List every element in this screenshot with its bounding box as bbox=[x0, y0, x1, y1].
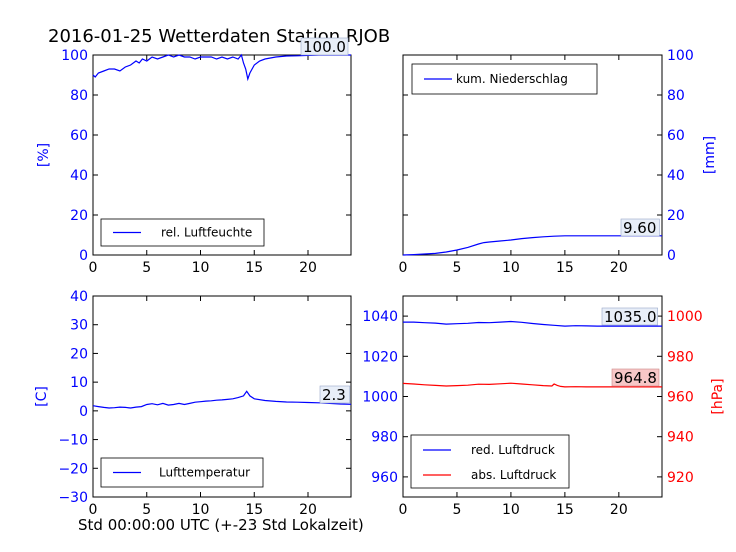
legend-label: kum. Niederschlag bbox=[456, 72, 568, 86]
y-tick-label: −20 bbox=[58, 461, 88, 477]
chart-panel-pressure: 0 5 10 15 20 960 980 1000 1020 1040 920 940 960 980 10… bbox=[362, 295, 726, 518]
y-right-tick-label: 1000 bbox=[667, 309, 703, 325]
y-tick-label: 30 bbox=[70, 318, 88, 334]
y-axis-label: [C] bbox=[34, 386, 50, 407]
y-tick-label: 10 bbox=[70, 375, 88, 391]
y-right-tick-label: 960 bbox=[667, 390, 694, 406]
y-tick-label: 80 bbox=[70, 88, 88, 104]
end-value-label: 100.0 bbox=[303, 38, 346, 56]
y-right-tick-label: 980 bbox=[667, 349, 694, 365]
end-value-label: 9.60 bbox=[623, 219, 656, 237]
y-tick-label: 1040 bbox=[362, 309, 398, 325]
y-tick-label: 60 bbox=[667, 128, 685, 144]
value-box bbox=[601, 307, 658, 326]
legend-label: rel. Luftfeuchte bbox=[161, 226, 252, 240]
y-tick-label: 980 bbox=[371, 430, 398, 446]
y-right-tick-label: 920 bbox=[667, 470, 694, 486]
y-tick-label: 40 bbox=[667, 168, 685, 184]
x-tick-label: 10 bbox=[192, 260, 210, 276]
y-tick-label: 100 bbox=[667, 48, 694, 64]
plot-frame bbox=[402, 54, 663, 256]
y-axis-label: [%] bbox=[36, 143, 52, 167]
value-box bbox=[611, 368, 660, 387]
end-value-label: 1035.0 bbox=[604, 308, 657, 326]
value-box bbox=[319, 385, 351, 404]
y-tick-label: 20 bbox=[70, 208, 88, 224]
y-right-tick-label: 940 bbox=[667, 430, 694, 446]
end-value-label: 964.8 bbox=[614, 369, 657, 387]
y-tick-label: 20 bbox=[667, 208, 685, 224]
value-box bbox=[620, 218, 660, 237]
y-tick-label: 20 bbox=[70, 346, 88, 362]
x-tick-label: 10 bbox=[502, 502, 520, 518]
plot-frame bbox=[92, 295, 352, 498]
y-tick-label: 40 bbox=[70, 168, 88, 184]
x-tick-label: 15 bbox=[556, 260, 574, 276]
x-tick-label: 5 bbox=[142, 260, 151, 276]
y-axis-label-right: [hPa] bbox=[710, 378, 726, 414]
x-tick-label: 0 bbox=[89, 502, 98, 518]
y-tick-label: 1020 bbox=[362, 349, 398, 365]
value-box bbox=[300, 37, 349, 56]
x-tick-label: 0 bbox=[89, 260, 98, 276]
series-line bbox=[92, 390, 352, 409]
y-tick-label: −10 bbox=[58, 433, 88, 449]
x-tick-label: 15 bbox=[556, 502, 574, 518]
chart-panel-precipitation: 0 5 10 15 20 0 20 40 60 80 100 [mm] kum. Niederschla… bbox=[399, 48, 718, 276]
y-tick-label: 40 bbox=[70, 289, 88, 305]
series-line bbox=[402, 235, 662, 256]
x-tick-label: 5 bbox=[452, 260, 461, 276]
x-tick-label: 15 bbox=[245, 260, 263, 276]
x-tick-label: 20 bbox=[299, 502, 317, 518]
series-line bbox=[403, 320, 662, 327]
x-tick-label: 10 bbox=[192, 502, 210, 518]
y-tick-label: 80 bbox=[667, 88, 685, 104]
y-tick-label: 960 bbox=[371, 470, 398, 486]
x-tick-label: 20 bbox=[610, 260, 628, 276]
x-tick-label: 5 bbox=[452, 502, 461, 518]
y-tick-label: 60 bbox=[70, 128, 88, 144]
legend-box bbox=[410, 434, 570, 489]
chart-panel-humidity: 0 5 10 15 20 0 20 40 60 80 100 [%] rel. Luftfeuchte 1… bbox=[36, 37, 352, 276]
y-tick-label: −30 bbox=[58, 490, 88, 506]
x-tick-label: 20 bbox=[610, 502, 628, 518]
y-tick-label: 100 bbox=[61, 48, 88, 64]
x-axis-caption: Std 00:00:00 UTC (+-23 Std Lokalzeit) bbox=[78, 516, 364, 534]
series-line bbox=[402, 382, 662, 388]
legend-label: Lufttemperatur bbox=[159, 466, 250, 480]
series-line bbox=[92, 53, 351, 82]
y-tick-label: 1000 bbox=[362, 390, 398, 406]
plot-frame bbox=[92, 54, 352, 256]
legend-label: abs. Luftdruck bbox=[471, 468, 556, 482]
legend-label: red. Luftdruck bbox=[471, 443, 555, 457]
y-tick-label: 0 bbox=[667, 248, 676, 264]
x-tick-label: 10 bbox=[502, 260, 520, 276]
x-tick-label: 5 bbox=[142, 502, 151, 518]
y-tick-label: 0 bbox=[79, 404, 88, 420]
x-tick-label: 0 bbox=[399, 260, 408, 276]
x-tick-label: 0 bbox=[399, 502, 408, 518]
end-value-label: 2.3 bbox=[322, 386, 346, 404]
chart-panel-temperature: 0 5 10 15 20 −30 −20 −10 0 10 20 30 40 [C] Lufttempera… bbox=[34, 289, 352, 518]
y-tick-label: 0 bbox=[79, 248, 88, 264]
x-tick-label: 20 bbox=[299, 260, 317, 276]
y-axis-label: [mm] bbox=[702, 136, 718, 174]
x-tick-label: 15 bbox=[245, 502, 263, 518]
